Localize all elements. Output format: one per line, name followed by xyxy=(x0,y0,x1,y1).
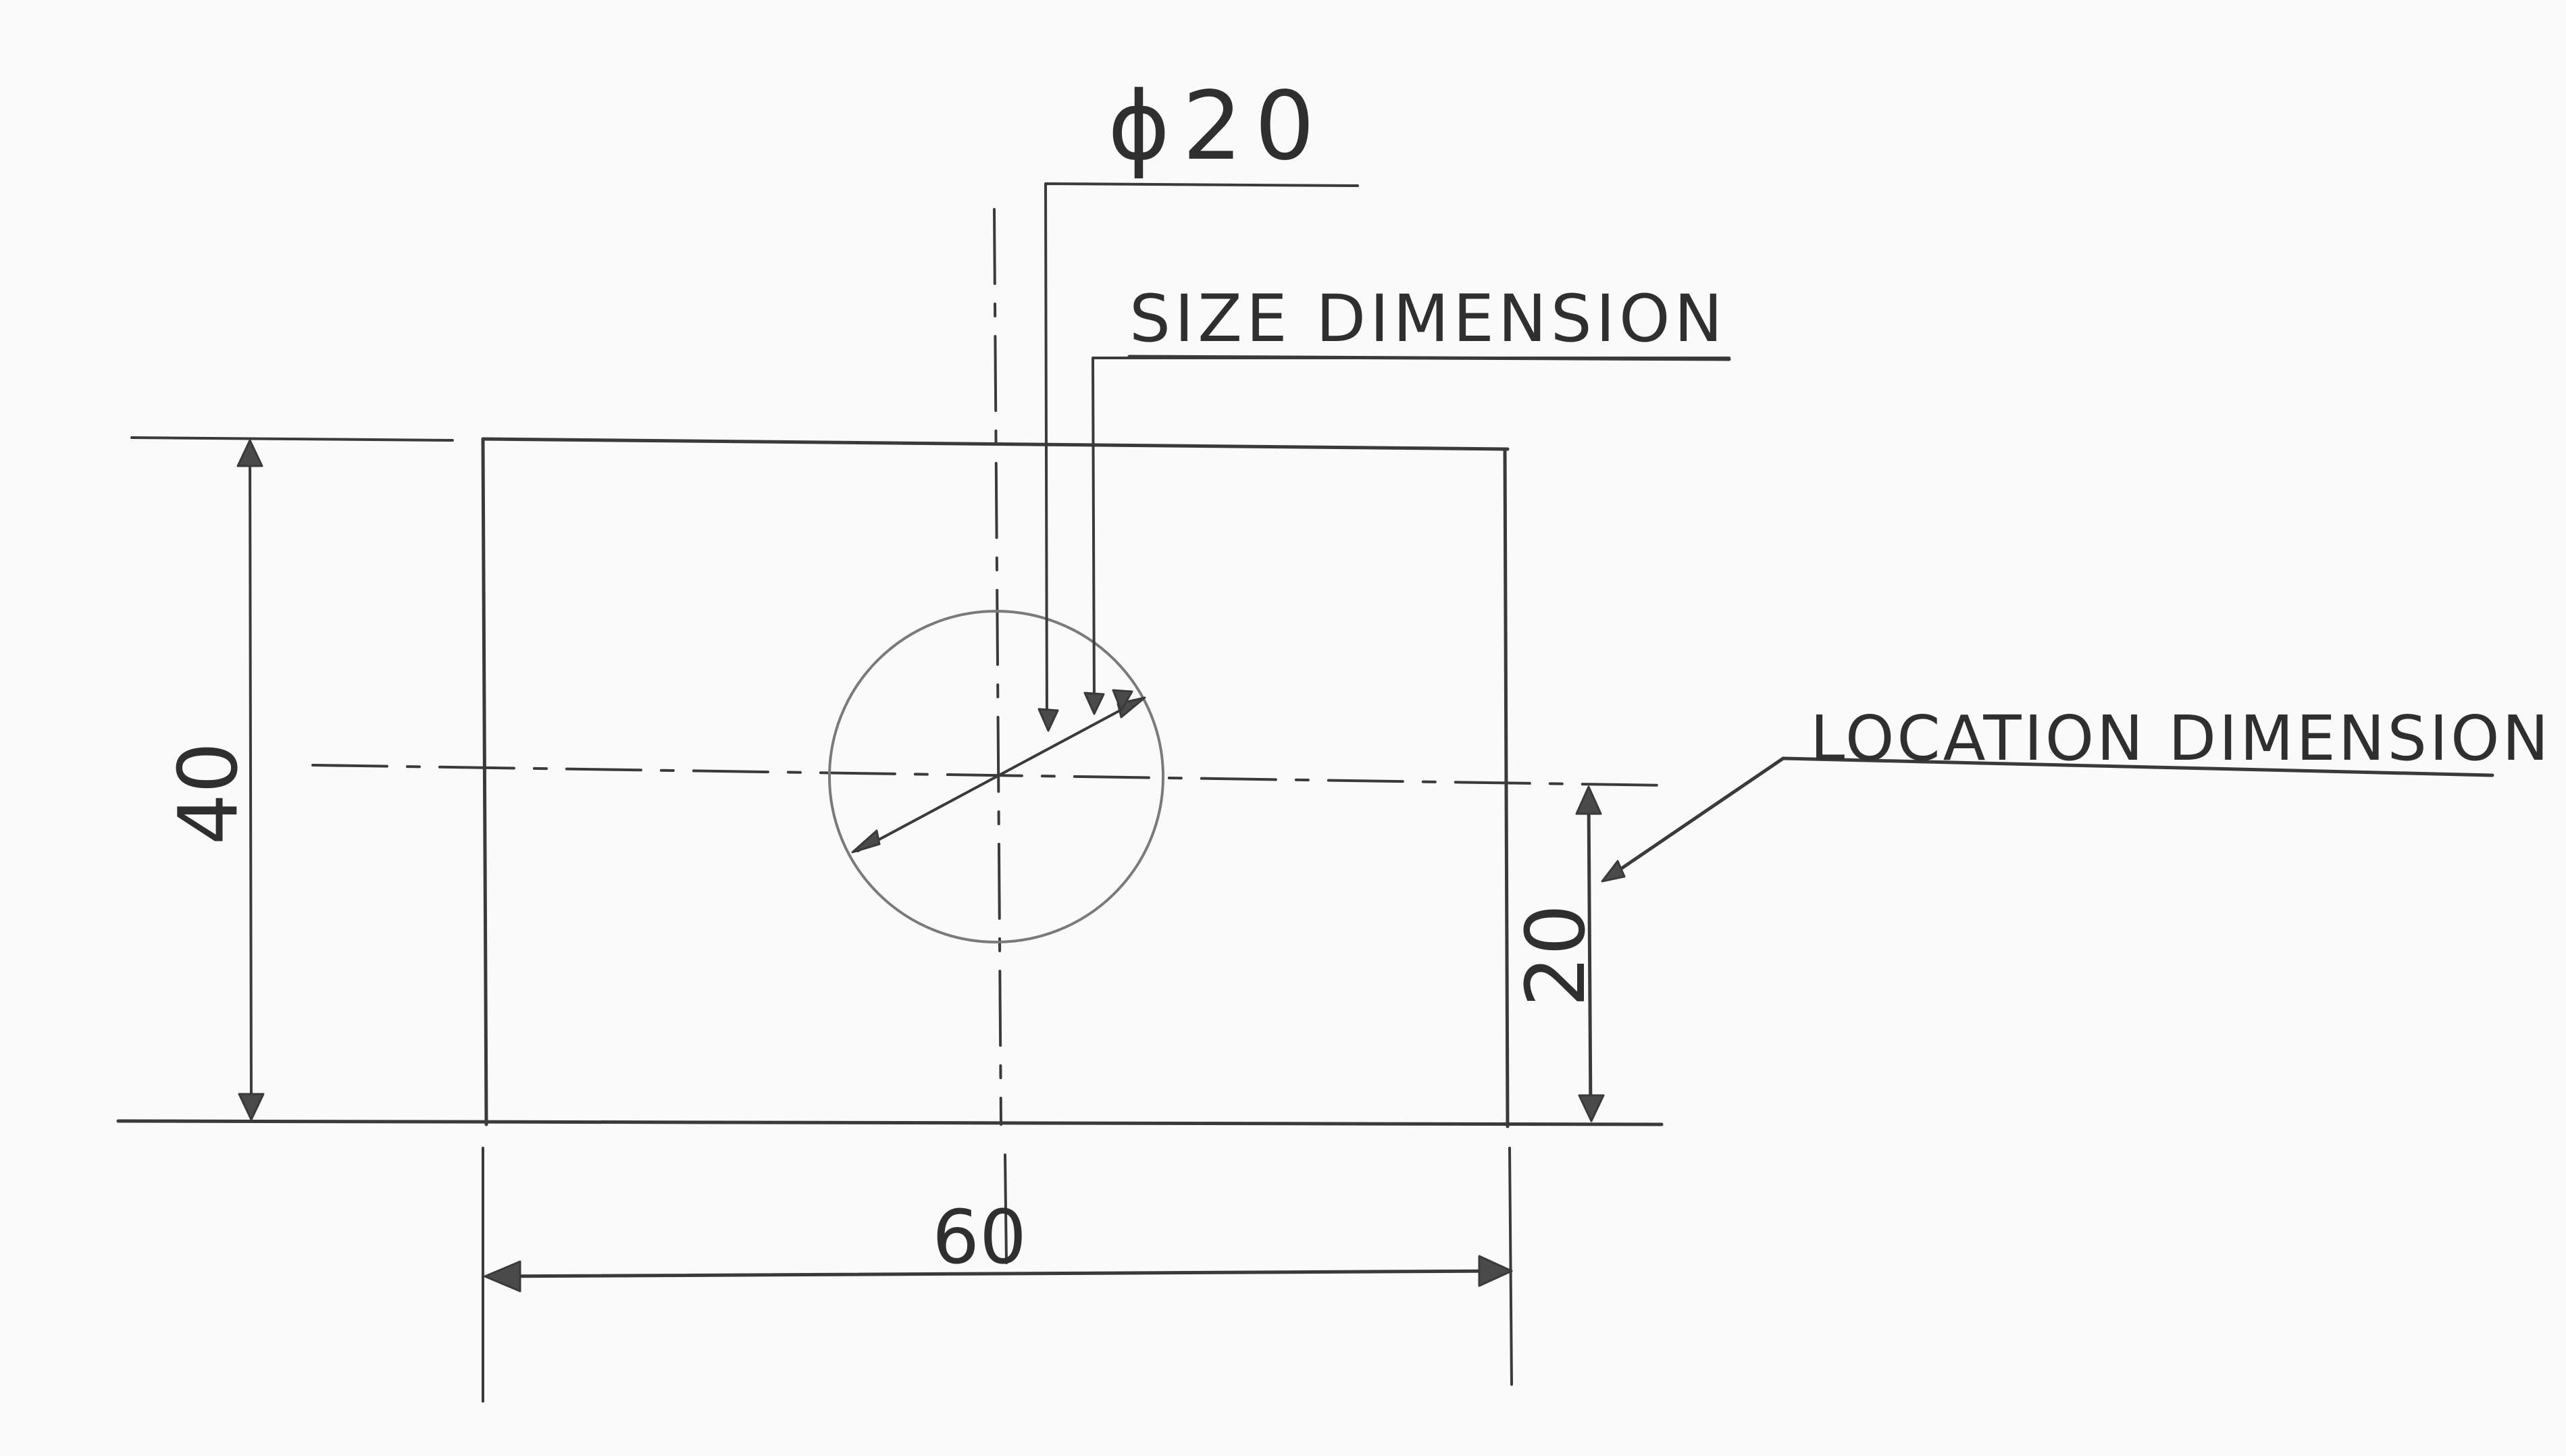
part-outline xyxy=(481,437,1510,1128)
size-callout-underline xyxy=(1127,355,1731,361)
location-callout-label: LOCATION DIMENSION xyxy=(1810,702,2551,775)
diameter-label: ϕ20 xyxy=(1108,72,1327,182)
hole-location-dimension xyxy=(1575,785,1605,1122)
height-label: 40 xyxy=(162,742,256,846)
location-leader xyxy=(1601,756,2494,883)
centre-lines xyxy=(311,208,1670,1264)
width-dimension xyxy=(484,1255,1513,1293)
height-dimension xyxy=(236,439,265,1121)
hole-circle xyxy=(828,610,1164,943)
diameter-leader xyxy=(1037,182,1359,732)
width-label: 60 xyxy=(932,1194,1027,1280)
extension-lines xyxy=(116,436,1664,1403)
size-callout-label: SIZE DIMENSION xyxy=(1129,281,1726,357)
size-leader xyxy=(1083,357,1730,715)
hole-location-label: 20 xyxy=(1510,904,1603,1008)
